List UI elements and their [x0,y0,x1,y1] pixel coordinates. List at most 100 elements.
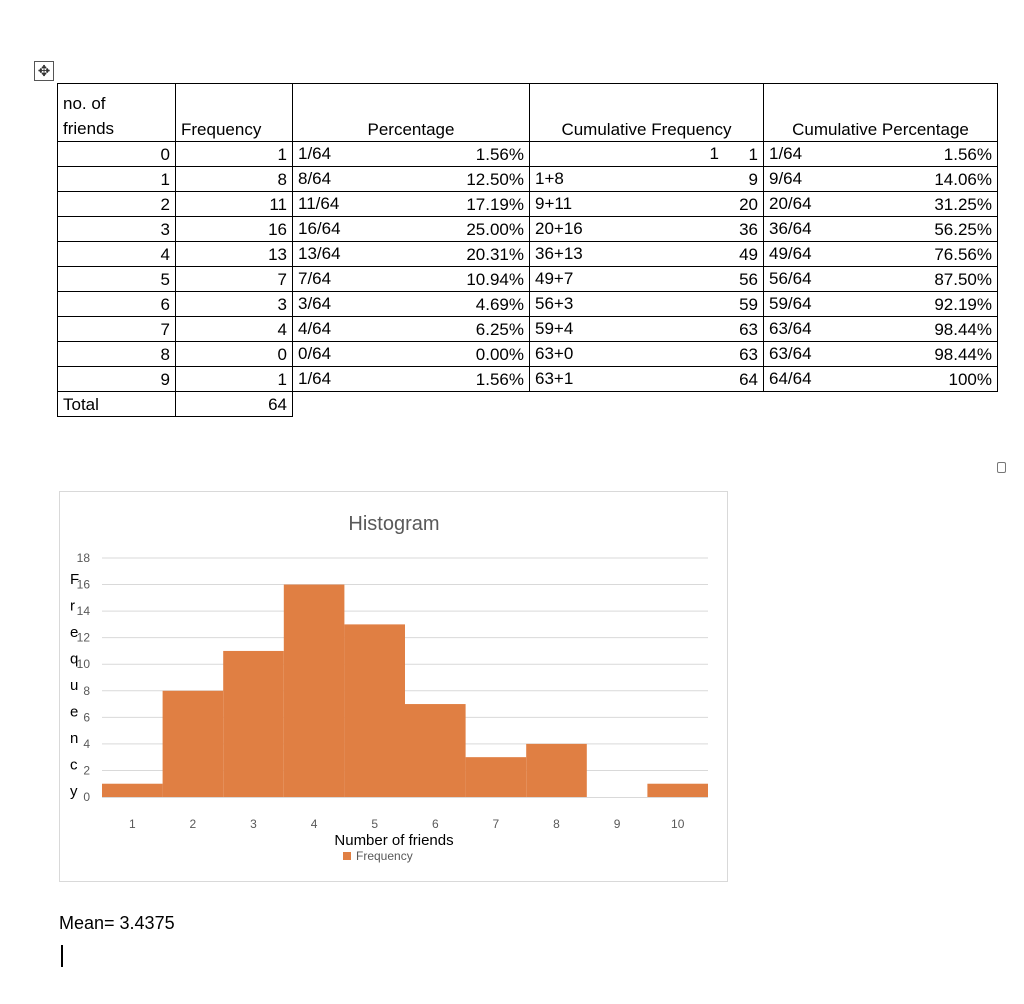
histogram-bar [283,584,345,797]
legend-swatch [343,852,351,860]
cell-friends: 1 [57,166,176,192]
cell-cumulative-percentage: 56/64 87.50% [763,266,998,292]
cell-percent: 1.56% [475,145,524,164]
cell-cumulative-frequency: 63+0 63 [529,341,764,367]
cell-cumulative-expression: 63+1 [535,369,574,388]
table-row: 2 11 11/64 17.19% 9+11 20 20/64 31.25% [57,191,998,217]
cell-cumulative-fraction: 1/64 [769,144,803,163]
cell-frequency: 4 [175,316,293,342]
histogram-bar [102,783,163,797]
cell-cumulative-expression: 49+7 [535,269,574,288]
cell-cumulative-frequency: 49+7 56 [529,266,764,292]
cell-cumulative-percentage: 49/64 76.56% [763,241,998,267]
cell-fraction: 1/64 [298,144,332,163]
cell-cumulative-expression: 63+0 [535,344,574,363]
cell-cumulative-value: 63 [739,320,758,339]
x-tick-label: 5 [371,817,378,831]
y-tick-label: 8 [83,684,90,698]
cell-frequency: 16 [175,216,293,242]
cell-cumulative-expression: 20+16 [535,219,583,238]
cell-percent: 10.94% [466,270,524,289]
cell-cumulative-percent: 100% [948,370,992,389]
histogram-bar [405,704,466,797]
cell-percent: 4.69% [475,295,524,314]
cell-cumulative-fraction: 63/64 [769,344,812,363]
cell-cumulative-percent: 56.25% [934,220,992,239]
table-row: 0 1 1/64 1.56% 1 1 1/64 1.56% [57,141,998,167]
cell-percentage: 4/64 6.25% [292,316,530,342]
y-tick-label: 10 [77,657,91,671]
legend-label: Frequency [356,849,413,863]
x-tick-label: 2 [190,817,197,831]
cell-cumulative-frequency: 9+11 20 [529,191,764,217]
cell-cumulative-frequency: 20+16 36 [529,216,764,242]
cell-cumulative-expression: 59+4 [535,319,574,338]
cell-percent: 6.25% [475,320,524,339]
cell-cumulative-fraction: 59/64 [769,294,812,313]
cell-percentage: 13/64 20.31% [292,241,530,267]
cell-cumulative-expression: 36+13 [535,244,583,263]
cell-cumulative-percentage: 9/64 14.06% [763,166,998,192]
cell-frequency: 8 [175,166,293,192]
table-row: 7 4 4/64 6.25% 59+4 63 63/64 98.44% [57,316,998,342]
table-row: 1 8 8/64 12.50% 1+8 9 9/64 14.06% [57,166,998,192]
cell-cumulative-frequency: 59+4 63 [529,316,764,342]
cell-cumulative-expression: 56+3 [535,294,574,313]
cell-friends: 0 [57,141,176,167]
cell-fraction: 16/64 [298,219,341,238]
frequency-table: no. of friends Frequency Percentage Cumul… [57,83,998,417]
cell-frequency: 11 [175,191,293,217]
cell-cumulative-frequency: 63+1 64 [529,366,764,392]
cell-cumulative-percentage: 63/64 98.44% [763,341,998,367]
x-tick-label: 3 [250,817,257,831]
x-tick-label: 1 [129,817,136,831]
cell-frequency: 1 [175,141,293,167]
header-cumulative-percentage: Cumulative Percentage [763,83,998,142]
cell-percent: 17.19% [466,195,524,214]
cell-percentage: 11/64 17.19% [292,191,530,217]
cell-cumulative-percentage: 36/64 56.25% [763,216,998,242]
cell-frequency: 13 [175,241,293,267]
table-row: 9 1 1/64 1.56% 63+1 64 64/64 100% [57,366,998,392]
cell-percent: 12.50% [466,170,524,189]
empty-cell [293,392,530,417]
cell-frequency: 7 [175,266,293,292]
table-row: 6 3 3/64 4.69% 56+3 59 59/64 92.19% [57,291,998,317]
histogram-bar [162,690,224,797]
cell-cumulative-value: 59 [739,295,758,314]
cell-fraction: 3/64 [298,294,332,313]
y-tick-label: 12 [77,631,91,645]
cell-fraction: 4/64 [298,319,332,338]
cell-cumulative-expression: 9+11 [535,194,573,213]
cell-cumulative-frequency: 1+8 9 [529,166,764,192]
header-friends: no. of friends [57,83,176,142]
cell-percentage: 1/64 1.56% [292,141,530,167]
cell-cumulative-percentage: 63/64 98.44% [763,316,998,342]
x-tick-label: 7 [493,817,500,831]
table-row: 3 16 16/64 25.00% 20+16 36 36/64 56.25% [57,216,998,242]
cell-percentage: 8/64 12.50% [292,166,530,192]
cell-cumulative-percentage: 1/64 1.56% [763,141,998,167]
cell-fraction: 13/64 [298,244,341,263]
cell-cumulative-fraction: 20/64 [769,194,812,213]
cell-cumulative-percent: 76.56% [934,245,992,264]
cell-cumulative-value: 49 [739,245,758,264]
table-row: 8 0 0/64 0.00% 63+0 63 63/64 98.44% [57,341,998,367]
cell-frequency: 0 [175,341,293,367]
table-row: 5 7 7/64 10.94% 49+7 56 56/64 87.50% [57,266,998,292]
table-move-handle-icon[interactable]: ✥ [34,61,54,81]
cell-cumulative-value: 9 [748,170,758,189]
cell-percent: 25.00% [466,220,524,239]
cell-friends: 2 [57,191,176,217]
cell-cumulative-percentage: 20/64 31.25% [763,191,998,217]
y-tick-label: 0 [83,790,90,804]
cell-percentage: 3/64 4.69% [292,291,530,317]
histogram-bar [344,624,405,797]
cell-percent: 20.31% [466,245,524,264]
cell-cumulative-value: 63 [739,345,758,364]
x-axis-label: Number of friends [334,832,453,849]
cell-cumulative-percent: 1.56% [943,145,992,164]
cell-cumulative-fraction: 9/64 [769,169,803,188]
